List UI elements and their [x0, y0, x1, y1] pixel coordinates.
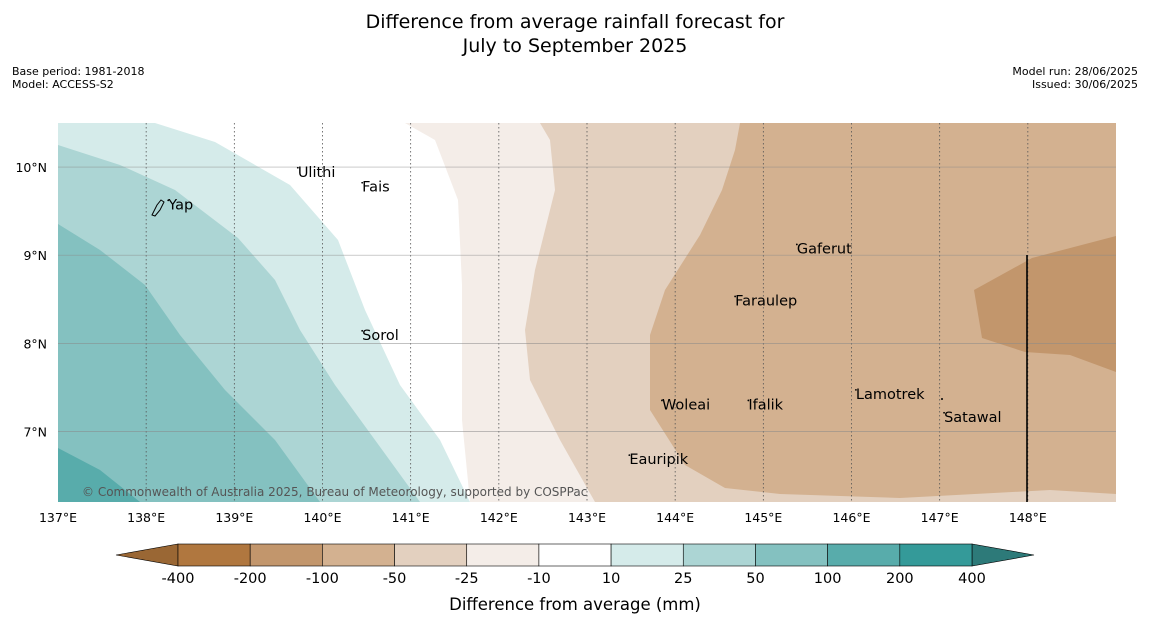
atoll-marker	[941, 398, 943, 400]
place-label: Sorol	[362, 328, 399, 344]
place-marker	[628, 454, 631, 456]
meta-left: Base period: 1981-2018 Model: ACCESS-S2	[12, 65, 144, 91]
place-label: Woleai	[662, 397, 710, 413]
lat-tick-label: 10°N	[15, 160, 47, 175]
lon-tick-label: 141°E	[392, 510, 430, 525]
colorbar-segment	[755, 543, 828, 567]
lon-tick-label: 138°E	[127, 510, 165, 525]
title-line-1: Difference from average rainfall forecas…	[365, 11, 785, 33]
colorbar-label: -200	[234, 571, 267, 587]
contour-wet-50	[58, 224, 320, 502]
colorbar: -400 -200 -100 -50 -25 -10 10 25 50 100 200 400 Diff…	[115, 543, 1035, 614]
place-marker	[747, 399, 750, 402]
place-marker	[167, 199, 170, 202]
lon-tick-label: 147°E	[921, 510, 959, 525]
lon-tick-label: 137°E	[39, 510, 77, 525]
place-marker	[361, 181, 364, 184]
lon-tick-label: 145°E	[744, 510, 782, 525]
place-marker	[795, 243, 798, 246]
colorbar-segment	[466, 543, 540, 567]
colorbar-segment	[682, 543, 756, 567]
model-run: Model run: 28/06/2025	[1012, 65, 1138, 78]
place-marker	[734, 295, 737, 298]
colorbar-segment	[827, 543, 901, 567]
colorbar-label: -25	[455, 571, 479, 587]
lon-tick-label: 142°E	[480, 510, 518, 525]
colorbar-extend-high	[971, 543, 1035, 567]
place-label: Faraulep	[735, 293, 797, 309]
axis-ticks: 137°E 138°E 139°E 140°E 141°E 142°E 143°E 144°E…	[15, 160, 1046, 525]
colorbar-extend-low	[115, 543, 179, 567]
colorbar-label: -50	[383, 571, 407, 587]
lat-tick-label: 9°N	[23, 248, 47, 263]
colorbar-segment	[394, 543, 468, 567]
colorbar-segment	[610, 543, 684, 567]
lon-tick-label: 148°E	[1009, 510, 1047, 525]
place-label: Eauripik	[629, 452, 688, 468]
colorbar-label: 50	[746, 571, 764, 587]
colorbar-segment	[538, 543, 612, 567]
colorbar-label: -10	[527, 571, 551, 587]
place-marker	[943, 411, 945, 414]
colorbar-label: -100	[306, 571, 339, 587]
chart-title: Difference from average rainfall forecas…	[0, 10, 1150, 58]
place-marker	[296, 166, 299, 169]
map-area: Ulithi Fais Yap Gaferut Faraulep Sorol Lamotre…	[58, 123, 1116, 502]
colorbar-label: -400	[162, 571, 195, 587]
copyright-notice: © Commonwealth of Australia 2025, Bureau…	[82, 485, 587, 499]
map-gridlines	[58, 123, 1116, 502]
colorbar-label: 10	[602, 571, 620, 587]
colorbar-label: 400	[958, 571, 986, 587]
colorbar-label: 200	[886, 571, 914, 587]
place-label: Gaferut	[797, 241, 852, 257]
contour-dry-200	[974, 236, 1116, 372]
lon-tick-label: 140°E	[303, 510, 341, 525]
place-label: Ifalik	[748, 397, 783, 413]
lat-tick-label: 8°N	[23, 336, 47, 351]
meta-right: Model run: 28/06/2025 Issued: 30/06/2025	[1012, 65, 1138, 91]
place-marker	[661, 399, 663, 402]
colorbar-label: 25	[674, 571, 692, 587]
colorbar-segment	[899, 543, 973, 567]
place-marker	[361, 329, 364, 332]
model-name: Model: ACCESS-S2	[12, 78, 114, 91]
place-label: Satawal	[944, 410, 1001, 426]
title-line-2: July to September 2025	[462, 35, 688, 57]
place-labels: Ulithi Fais Yap Gaferut Faraulep Sorol Lamotre…	[167, 165, 1001, 468]
colorbar-segment	[322, 543, 395, 567]
contour-wet-100	[58, 448, 140, 502]
lon-tick-label: 144°E	[656, 510, 694, 525]
lon-tick-label: 139°E	[215, 510, 253, 525]
place-label: Yap	[167, 197, 193, 213]
lon-tick-label: 143°E	[568, 510, 606, 525]
place-label: Fais	[362, 180, 389, 196]
place-label: Ulithi	[298, 165, 336, 181]
contour-dry-100	[650, 123, 1116, 502]
lon-tick-label: 146°E	[832, 510, 870, 525]
issued-date: Issued: 30/06/2025	[1031, 78, 1138, 91]
colorbar-segment	[177, 543, 251, 567]
colorbar-title: Difference from average (mm)	[449, 595, 701, 614]
lat-tick-label: 7°N	[23, 424, 47, 439]
colorbar-segment	[249, 543, 323, 567]
base-period: Base period: 1981-2018	[12, 65, 145, 78]
yap-island-outline	[151, 199, 165, 217]
place-marker	[855, 388, 857, 391]
place-label: Lamotrek	[856, 387, 925, 403]
colorbar-label: 100	[814, 571, 842, 587]
